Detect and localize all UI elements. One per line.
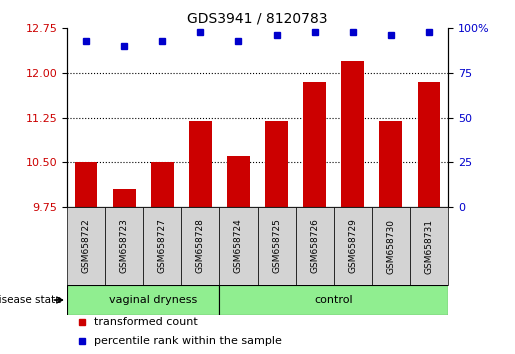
Bar (75, 162, 97, 207)
Bar (303, 82, 326, 207)
Text: GSM658724: GSM658724 (234, 219, 243, 273)
Bar (341, 61, 364, 207)
Text: GSM658725: GSM658725 (272, 218, 281, 274)
FancyBboxPatch shape (181, 207, 219, 285)
Bar (418, 82, 440, 207)
Text: control: control (314, 295, 353, 305)
FancyBboxPatch shape (410, 207, 448, 285)
FancyBboxPatch shape (67, 285, 219, 315)
Text: disease state: disease state (0, 295, 62, 305)
Text: transformed count: transformed count (94, 318, 197, 327)
FancyBboxPatch shape (219, 207, 258, 285)
Text: GSM658726: GSM658726 (310, 218, 319, 274)
FancyBboxPatch shape (105, 207, 143, 285)
Text: percentile rank within the sample: percentile rank within the sample (94, 336, 282, 346)
Text: GSM658728: GSM658728 (196, 218, 205, 274)
Text: GSM658727: GSM658727 (158, 218, 167, 274)
Text: GSM658729: GSM658729 (348, 218, 357, 274)
Text: GSM658723: GSM658723 (119, 218, 129, 274)
Bar (189, 121, 212, 207)
FancyBboxPatch shape (334, 207, 372, 285)
Bar (113, 189, 135, 207)
FancyBboxPatch shape (143, 207, 181, 285)
FancyBboxPatch shape (296, 207, 334, 285)
FancyBboxPatch shape (258, 207, 296, 285)
Bar (151, 162, 174, 207)
FancyBboxPatch shape (219, 285, 448, 315)
FancyBboxPatch shape (372, 207, 410, 285)
Title: GDS3941 / 8120783: GDS3941 / 8120783 (187, 12, 328, 26)
Bar (227, 156, 250, 207)
Text: GSM658731: GSM658731 (424, 218, 434, 274)
Text: GSM658722: GSM658722 (81, 219, 91, 273)
Text: GSM658730: GSM658730 (386, 218, 396, 274)
FancyBboxPatch shape (67, 207, 105, 285)
Bar (380, 121, 402, 207)
Text: vaginal dryness: vaginal dryness (109, 295, 197, 305)
Bar (265, 121, 288, 207)
